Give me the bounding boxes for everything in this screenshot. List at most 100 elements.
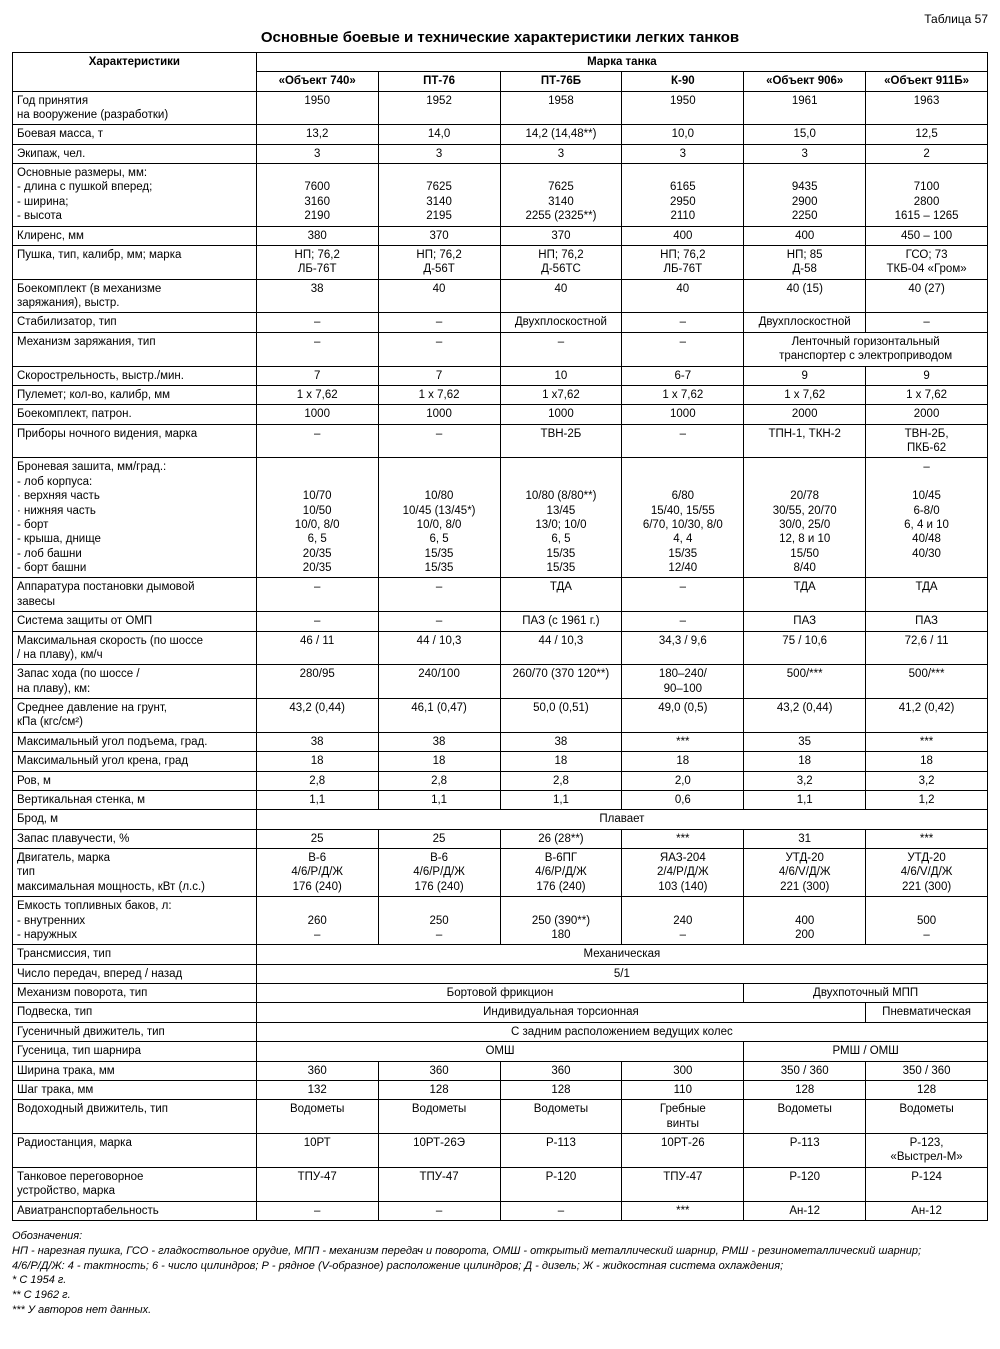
cell: 38 xyxy=(500,732,622,751)
cell: 760031602190 xyxy=(256,164,378,227)
cell: 360 xyxy=(256,1061,378,1080)
cell: 46,1 (0,47) xyxy=(378,699,500,733)
cell: 260– xyxy=(256,897,378,945)
row-label: Запас плавучести, % xyxy=(13,829,257,848)
cell: 10РТ-26 xyxy=(622,1134,744,1168)
cell: В-64/6/Р/Д/Ж176 (240) xyxy=(256,849,378,897)
cell: – xyxy=(378,612,500,631)
cell: 250 (390**)180 xyxy=(500,897,622,945)
cell: 31 xyxy=(744,829,866,848)
cell: 260/70 (370 120**) xyxy=(500,665,622,699)
cell: 250– xyxy=(378,897,500,945)
cell: 360 xyxy=(378,1061,500,1080)
tank-header-4: «Объект 906» xyxy=(744,72,866,91)
cell: Ан-12 xyxy=(744,1201,866,1220)
cell: 44 / 10,3 xyxy=(500,631,622,665)
cell: *** xyxy=(622,732,744,751)
row-label: Скорострельность, выстр./мин. xyxy=(13,366,257,385)
row-label: Ширина трака, мм xyxy=(13,1061,257,1080)
cell: 18 xyxy=(622,752,744,771)
tank-header-5: «Объект 911Б» xyxy=(866,72,988,91)
cell: 128 xyxy=(378,1080,500,1099)
footnote-head: Обозначения: xyxy=(12,1229,988,1244)
cell: 350 / 360 xyxy=(744,1061,866,1080)
cell: УТД-204/6/V/Д/Ж221 (300) xyxy=(866,849,988,897)
cell: НП; 76,2Д-56Т xyxy=(378,245,500,279)
cell: – xyxy=(256,578,378,612)
cell: 132 xyxy=(256,1080,378,1099)
cell: 35 xyxy=(744,732,866,751)
row-label: Водоходный движитель, тип xyxy=(13,1100,257,1134)
cell: 1961 xyxy=(744,91,866,125)
cell: 1,1 xyxy=(744,790,866,809)
row-label: Максимальный угол крена, град xyxy=(13,752,257,771)
cell: 40 xyxy=(622,279,744,313)
cell: *** xyxy=(866,732,988,751)
cell: 43,2 (0,44) xyxy=(744,699,866,733)
row-label: Брод, м xyxy=(13,810,257,829)
cell: – xyxy=(256,612,378,631)
cell: 10/80 (8/80**)13/4513/0; 10/06, 515/3515… xyxy=(500,458,622,578)
row-label: Гусеничный движитель, тип xyxy=(13,1022,257,1041)
row-label: Гусеница, тип шарнира xyxy=(13,1042,257,1061)
row-span: Ленточный горизонтальныйтранспортер с эл… xyxy=(744,332,988,366)
cell: 500– xyxy=(866,897,988,945)
row-label: Экипаж, чел. xyxy=(13,144,257,163)
row-label: Радиостанция, марка xyxy=(13,1134,257,1168)
cell: В-64/6/Р/Д/Ж176 (240) xyxy=(378,849,500,897)
cell: ПАЗ xyxy=(744,612,866,631)
cell: Р-123,«Выстрел-М» xyxy=(866,1134,988,1168)
cell: – xyxy=(622,578,744,612)
footnote-line: НП - нарезная пушка, ГСО - гладкоствольн… xyxy=(12,1244,988,1259)
cell: 280/95 xyxy=(256,665,378,699)
cell: 3,2 xyxy=(866,771,988,790)
cell: 72,6 / 11 xyxy=(866,631,988,665)
cell: – xyxy=(378,578,500,612)
cell: 240– xyxy=(622,897,744,945)
cell: 2,8 xyxy=(500,771,622,790)
cell: 1963 xyxy=(866,91,988,125)
col-header-brand: Марка танка xyxy=(256,52,987,71)
cell: 25 xyxy=(378,829,500,848)
cell: – xyxy=(622,332,744,366)
cell: 75 / 10,6 xyxy=(744,631,866,665)
cell: 2,8 xyxy=(256,771,378,790)
cell: – xyxy=(500,332,622,366)
row-span-a: ОМШ xyxy=(256,1042,744,1061)
cell: Гребныевинты xyxy=(622,1100,744,1134)
cell: 9 xyxy=(744,366,866,385)
cell: 370 xyxy=(500,226,622,245)
cell: 6/8015/40, 15/556/70, 10/30, 8/04, 415/3… xyxy=(622,458,744,578)
cell: 10 xyxy=(500,366,622,385)
cell: 3 xyxy=(378,144,500,163)
row-span: Механическая xyxy=(256,945,987,964)
cell: Р-113 xyxy=(500,1134,622,1168)
cell: Р-120 xyxy=(744,1167,866,1201)
cell: 18 xyxy=(256,752,378,771)
cell: *** xyxy=(622,829,744,848)
cell: Водометы xyxy=(866,1100,988,1134)
cell: 360 xyxy=(500,1061,622,1080)
cell: НП; 76,2ЛБ-76Т xyxy=(256,245,378,279)
row-span: Плавает xyxy=(256,810,987,829)
cell: 1 х 7,62 xyxy=(378,385,500,404)
cell: Р-120 xyxy=(500,1167,622,1201)
footnotes: Обозначения:НП - нарезная пушка, ГСО - г… xyxy=(12,1229,988,1318)
cell: ТПН-1, ТКН-2 xyxy=(744,424,866,458)
cell: ТПУ-47 xyxy=(256,1167,378,1201)
cell: 3 xyxy=(256,144,378,163)
cell: 370 xyxy=(378,226,500,245)
cell: ТДА xyxy=(866,578,988,612)
row-label: Год принятияна вооружение (разработки) xyxy=(13,91,257,125)
cell: – xyxy=(256,313,378,332)
cell: 1000 xyxy=(378,405,500,424)
cell: 38 xyxy=(256,279,378,313)
cell: 1 х 7,62 xyxy=(622,385,744,404)
cell: ПАЗ xyxy=(866,612,988,631)
row-label: Система защиты от ОМП xyxy=(13,612,257,631)
cell: 1 х 7,62 xyxy=(744,385,866,404)
cell: 110 xyxy=(622,1080,744,1099)
footnote-line: 4/6/Р/Д/Ж: 4 - тактность; 6 - число цили… xyxy=(12,1259,988,1274)
cell: 2000 xyxy=(744,405,866,424)
row-label: Вертикальная стенка, м xyxy=(13,790,257,809)
